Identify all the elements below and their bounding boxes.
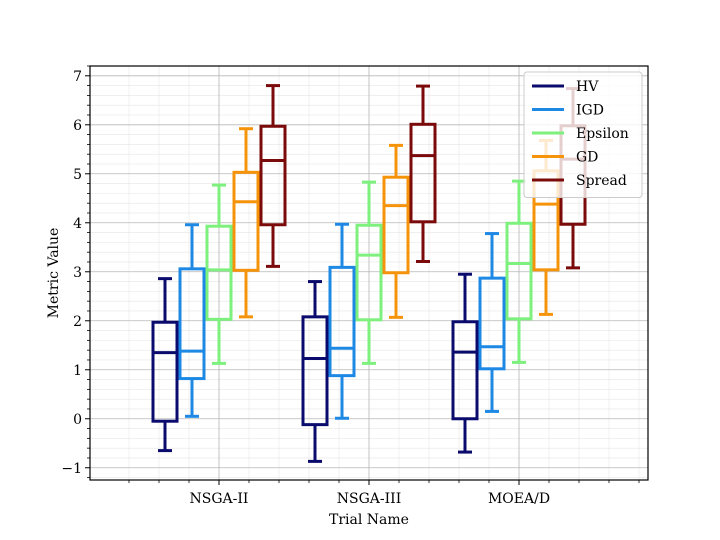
box-epsilon-0 — [205, 183, 233, 365]
box-body — [382, 175, 410, 275]
y-tick-label: 4 — [73, 216, 82, 232]
legend-label-igd: IGD — [576, 103, 604, 119]
legend-label-spread: Spread — [576, 173, 627, 189]
y-tick-label: −1 — [61, 461, 82, 477]
legend-frame — [523, 71, 643, 198]
box-spread-1 — [409, 84, 437, 263]
box-hv-1 — [301, 280, 329, 463]
y-tick-label: 5 — [73, 167, 82, 183]
box-igd-1 — [328, 222, 356, 420]
y-tick-label: 2 — [73, 314, 82, 330]
box-body — [355, 223, 383, 322]
box-body — [232, 170, 260, 272]
legend-label-hv: HV — [576, 79, 599, 95]
y-tick-label: 1 — [73, 363, 82, 379]
box-body — [328, 265, 356, 378]
y-tick-label: 3 — [73, 265, 82, 281]
box-body — [301, 315, 329, 427]
x-axis-title: Trial Name — [329, 512, 409, 528]
box-gd-0 — [232, 127, 260, 319]
axes: −1 0 1 2 3 4 5 6 7 NSGA-II NSGA-III MOEA/D — [61, 65, 640, 507]
box-spread-0 — [259, 84, 287, 268]
box-body — [478, 276, 506, 371]
box-igd-2 — [478, 232, 506, 413]
y-tick-label: 6 — [73, 118, 82, 134]
box-body — [451, 320, 479, 421]
box-epsilon-2 — [505, 179, 533, 364]
box-body — [259, 124, 287, 227]
x-tick-label: NSGA-II — [190, 491, 249, 507]
legend-label-gd: GD — [576, 150, 598, 166]
box-body — [151, 320, 179, 423]
box-body — [505, 221, 533, 321]
legend: HV IGD Epsilon GD Spread — [523, 71, 643, 198]
y-axis-title: Metric Value — [46, 228, 62, 319]
y-tick-label: 0 — [73, 412, 82, 428]
box-hv-2 — [451, 272, 479, 454]
box-gd-1 — [382, 143, 410, 319]
y-tick-label: 7 — [73, 69, 82, 85]
legend-label-epsilon: Epsilon — [576, 126, 629, 142]
x-tick-label: NSGA-III — [337, 491, 401, 507]
box-igd-0 — [178, 223, 206, 418]
box-hv-0 — [151, 277, 179, 453]
box-body — [409, 122, 437, 224]
x-tick-label: MOEA/D — [488, 491, 550, 507]
box-epsilon-1 — [355, 180, 383, 365]
box-body — [205, 224, 233, 321]
box-body — [178, 267, 206, 381]
